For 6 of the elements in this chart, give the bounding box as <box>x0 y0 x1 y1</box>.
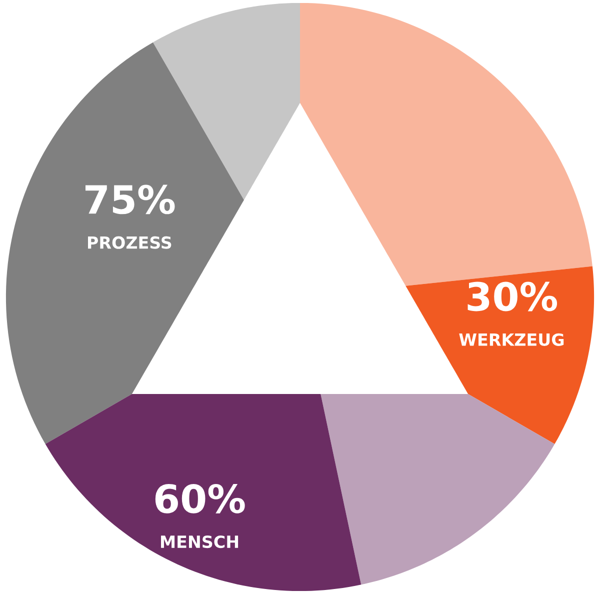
category-label: WERKZEUG <box>459 333 564 346</box>
category-label: PROZESS <box>88 236 172 249</box>
category-label: MENSCH <box>161 535 238 548</box>
data-label: 75% <box>86 184 175 214</box>
data-label: 60% <box>155 484 245 514</box>
data-label: 30% <box>468 282 558 312</box>
